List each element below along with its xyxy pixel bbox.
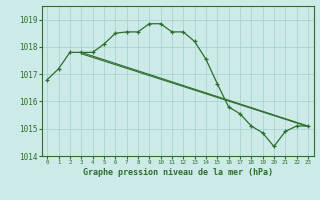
X-axis label: Graphe pression niveau de la mer (hPa): Graphe pression niveau de la mer (hPa) <box>83 168 273 177</box>
